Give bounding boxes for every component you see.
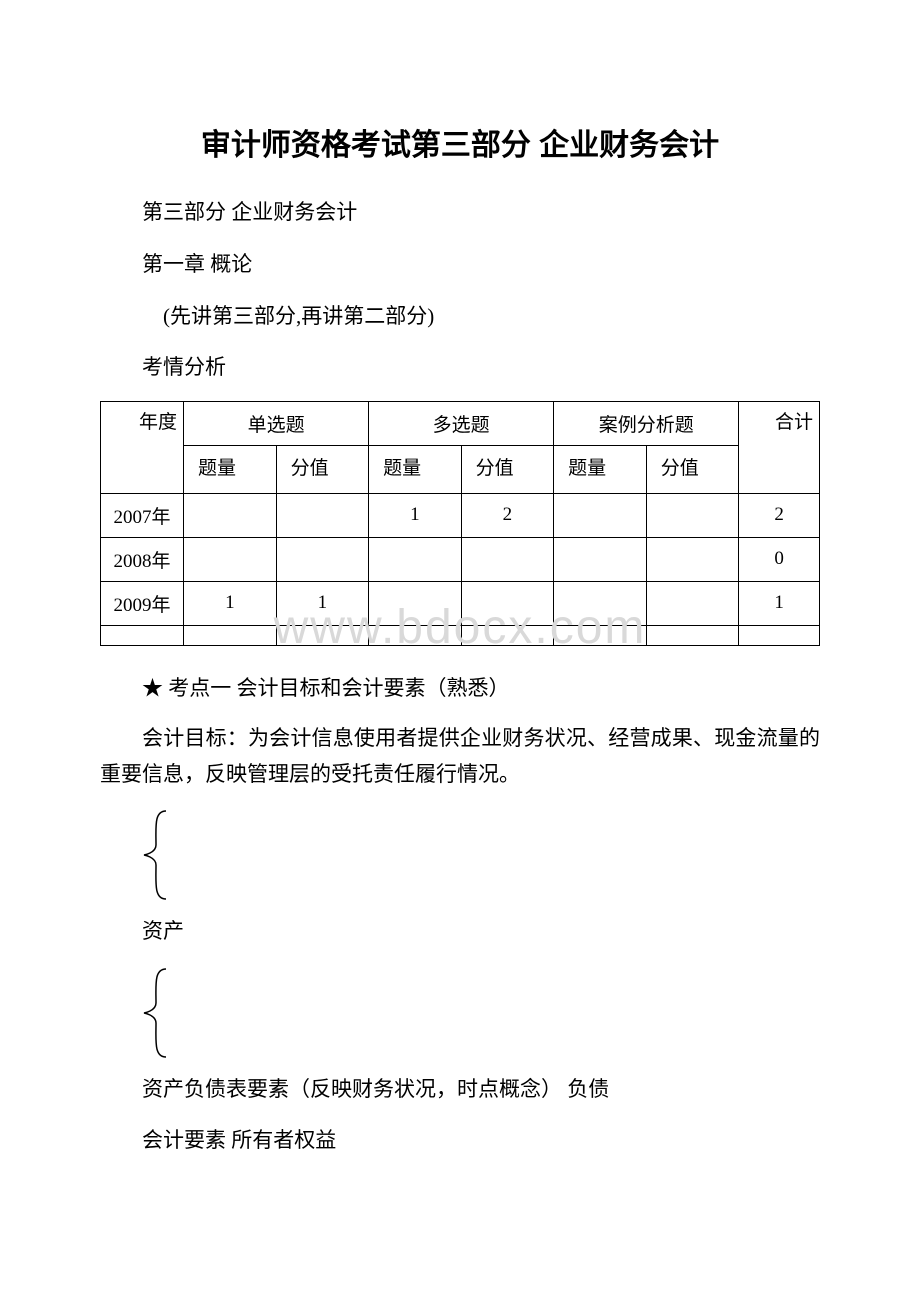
brace-decoration-2 <box>138 965 820 1061</box>
cell-case-score <box>646 581 739 625</box>
cell-multi-score <box>461 537 554 581</box>
case-score-header: 分值 <box>646 446 739 493</box>
col-case-header: 案例分析题 <box>554 402 739 446</box>
asset-label: 资产 <box>142 913 820 951</box>
table-header-row-1: 年度 单选题 多选题 案例分析题 合计 <box>101 402 820 446</box>
cell-total: 1 <box>739 581 820 625</box>
cell-year: 2009年 <box>101 581 184 625</box>
cell-multi-qty <box>369 537 462 581</box>
col-year-header: 年度 <box>101 402 184 493</box>
multi-qty-header: 题量 <box>369 446 462 493</box>
cell-case-qty <box>554 537 647 581</box>
cell-single-score: 1 <box>276 581 369 625</box>
table-empty-row <box>101 625 820 645</box>
cell-total: 0 <box>739 537 820 581</box>
keypoint-1-heading: ★ 考点一 会计目标和会计要素（熟悉） <box>100 670 820 708</box>
document-title: 审计师资格考试第三部分 企业财务会计 <box>100 120 820 164</box>
exam-analysis-table: 年度 单选题 多选题 案例分析题 合计 题量 分值 题量 分值 题量 分值 20… <box>100 401 820 645</box>
cell-single-qty <box>184 493 277 537</box>
cell-multi-qty <box>369 581 462 625</box>
col-multi-header: 多选题 <box>369 402 554 446</box>
cell-case-score <box>646 493 739 537</box>
cell-single-qty <box>184 537 277 581</box>
multi-score-header: 分值 <box>461 446 554 493</box>
accounting-elements-line: 会计要素 所有者权益 <box>100 1122 820 1160</box>
col-total-header: 合计 <box>739 402 820 493</box>
single-qty-header: 题量 <box>184 446 277 493</box>
brace-icon <box>138 807 178 903</box>
cell-year: 2007年 <box>101 493 184 537</box>
brace-decoration-1 <box>138 807 820 903</box>
cell-case-qty <box>554 493 647 537</box>
table-row: 2007年 1 2 2 <box>101 493 820 537</box>
chapter-heading: 第一章 概论 <box>100 246 820 284</box>
case-qty-header: 题量 <box>554 446 647 493</box>
part-heading: 第三部分 企业财务会计 <box>100 194 820 232</box>
brace-icon <box>138 965 178 1061</box>
cell-multi-score <box>461 581 554 625</box>
cell-multi-qty: 1 <box>369 493 462 537</box>
cell-single-qty: 1 <box>184 581 277 625</box>
note-line: (先讲第三部分,再讲第二部分) <box>100 298 820 336</box>
cell-case-qty <box>554 581 647 625</box>
cell-multi-score: 2 <box>461 493 554 537</box>
balance-sheet-elements-line: 资产负债表要素（反映财务状况，时点概念） 负债 <box>100 1071 820 1109</box>
cell-single-score <box>276 493 369 537</box>
table-header-row-2: 题量 分值 题量 分值 题量 分值 <box>101 446 820 493</box>
table-row: 2008年 0 <box>101 537 820 581</box>
col-single-header: 单选题 <box>184 402 369 446</box>
cell-single-score <box>276 537 369 581</box>
cell-year: 2008年 <box>101 537 184 581</box>
document-page: www.bdocx.com 审计师资格考试第三部分 企业财务会计 第三部分 企业… <box>0 0 920 1302</box>
single-score-header: 分值 <box>276 446 369 493</box>
table-row: 2009年 1 1 1 <box>101 581 820 625</box>
keypoint-1-body: 会计目标：为会计信息使用者提供企业财务状况、经营成果、现金流量的重要信息，反映管… <box>100 721 820 792</box>
exam-analysis-heading: 考情分析 <box>100 349 820 387</box>
cell-total: 2 <box>739 493 820 537</box>
cell-case-score <box>646 537 739 581</box>
